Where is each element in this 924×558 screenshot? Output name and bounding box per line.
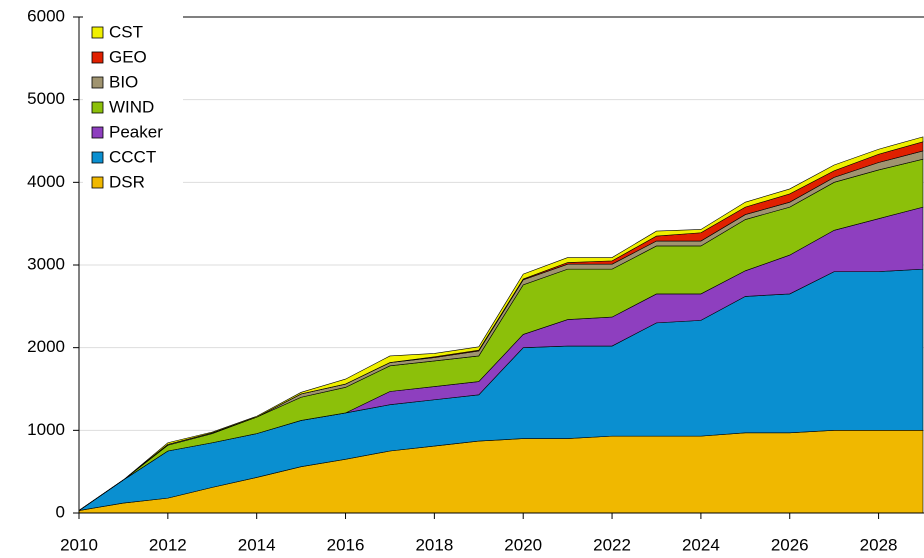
legend-swatch (91, 126, 104, 139)
legend-label: CST (109, 22, 143, 41)
legend-label: WIND (109, 97, 154, 116)
legend-label: BIO (109, 72, 138, 91)
y-tick-label: 0 (56, 502, 65, 521)
x-tick-label: 2024 (682, 535, 720, 554)
x-tick-label: 2022 (593, 535, 631, 554)
x-tick-label: 2012 (149, 535, 187, 554)
y-tick-label: 1000 (27, 420, 65, 439)
x-tick-label: 2010 (60, 535, 98, 554)
legend-label: Peaker (109, 122, 163, 141)
legend-swatch (91, 151, 104, 164)
y-tick-label: 5000 (27, 89, 65, 108)
x-tick-label: 2020 (504, 535, 542, 554)
legend-label: CCCT (109, 147, 156, 166)
legend-swatch (91, 101, 104, 114)
x-tick-label: 2028 (860, 535, 898, 554)
legend-swatch (91, 76, 104, 89)
area (78, 136, 924, 511)
y-tick-label: 3000 (27, 254, 65, 273)
x-tick-label: 2014 (238, 535, 276, 554)
legend-label: DSR (109, 172, 145, 191)
y-tick-label: 4000 (27, 172, 65, 191)
legend-swatch (91, 26, 104, 39)
y-tick-label: 2000 (27, 337, 65, 356)
legend-swatch (91, 176, 104, 189)
y-tick-label: 6000 (27, 6, 65, 25)
legend-swatch (91, 51, 104, 64)
x-tick-label: 2016 (327, 535, 365, 554)
legend-label: GEO (109, 47, 147, 66)
x-tick-label: 2026 (771, 535, 809, 554)
x-tick-label: 2018 (415, 535, 453, 554)
